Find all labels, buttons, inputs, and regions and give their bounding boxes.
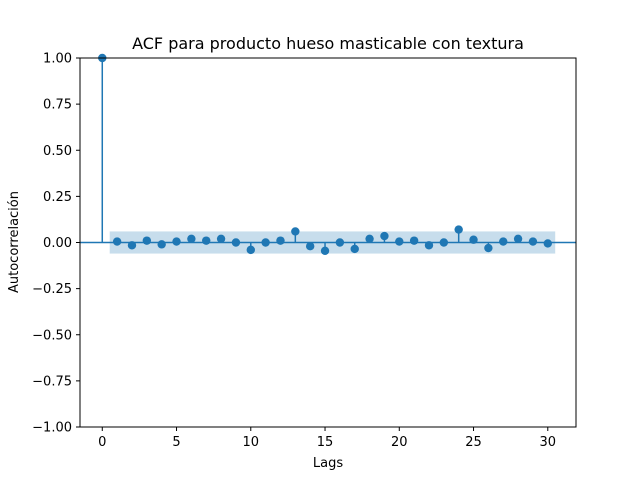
x-tick-label: 10 — [243, 435, 260, 450]
y-tick-label: −0.25 — [32, 282, 72, 297]
acf-point — [112, 237, 122, 246]
acf-point — [439, 238, 449, 247]
x-tick-label: 30 — [540, 435, 557, 450]
y-tick-label: 0.25 — [43, 190, 72, 205]
acf-point — [127, 241, 137, 250]
y-tick-label: −0.75 — [32, 374, 72, 389]
acf-point — [231, 238, 241, 247]
acf-point — [469, 235, 478, 244]
x-tick-label: 25 — [465, 435, 482, 450]
point-layer — [98, 53, 552, 256]
acf-point — [484, 243, 493, 253]
x-tick-label: 20 — [391, 435, 408, 450]
y-tick-label: 0.50 — [43, 144, 72, 159]
y-tick-label: 1.00 — [43, 52, 72, 67]
acf-point — [513, 234, 523, 244]
acf-point — [350, 244, 359, 254]
acf-point — [172, 237, 181, 246]
acf-point — [395, 237, 404, 246]
acf-point — [187, 234, 196, 244]
acf-point — [291, 227, 300, 236]
x-tick-label: 5 — [172, 435, 180, 450]
acf-point — [335, 238, 345, 247]
acf-point — [202, 236, 211, 245]
y-tick-label: 0.75 — [43, 98, 72, 113]
acf-point — [380, 231, 389, 241]
acf-point — [454, 225, 463, 234]
acf-point — [216, 234, 226, 244]
acf-point — [305, 241, 315, 251]
chart-title: ACF para producto hueso masticable con t… — [132, 34, 524, 53]
acf-point — [157, 240, 166, 249]
y-tick-label: −1.00 — [32, 421, 72, 436]
acf-point — [246, 245, 255, 255]
acf-point — [424, 241, 434, 250]
acf-point — [543, 239, 552, 248]
x-axis-ticks: 0 5 10 15 20 25 30 — [98, 427, 556, 450]
acf-point — [142, 236, 152, 245]
stem-layer — [101, 58, 549, 251]
x-axis-label: Lags — [313, 456, 343, 471]
y-axis-ticks: 1.00 0.75 0.50 0.25 0.00 −0.25 −0.50 −0.75 −1.00 — [32, 52, 80, 436]
acf-point — [409, 236, 419, 245]
acf-point — [365, 234, 374, 244]
y-axis-label: Autocorrelación — [7, 191, 22, 293]
acf-point — [528, 237, 538, 246]
x-tick-label: 0 — [98, 435, 106, 450]
acf-point — [276, 236, 285, 245]
y-tick-label: 0.00 — [43, 236, 72, 251]
x-tick-label: 15 — [317, 435, 334, 450]
y-tick-label: −0.50 — [32, 328, 72, 343]
acf-point — [320, 246, 330, 256]
acf-point — [499, 237, 508, 246]
acf-point — [261, 238, 270, 247]
